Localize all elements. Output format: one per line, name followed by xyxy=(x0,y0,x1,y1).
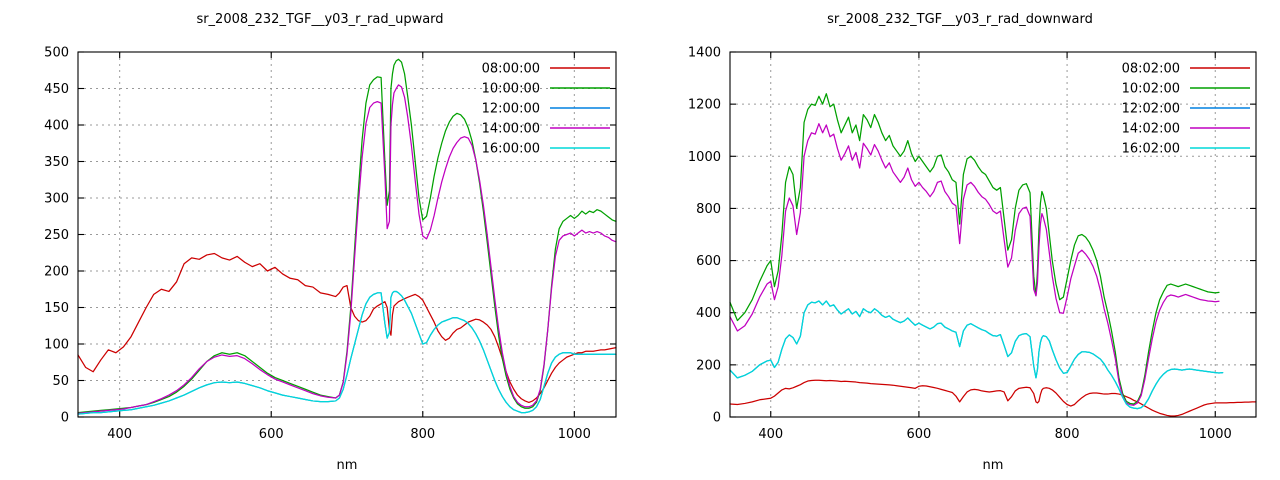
legend-label: 16:00:00 xyxy=(482,142,540,157)
series-line-14-02-00 xyxy=(729,123,1220,406)
y-axis-tick-label: 0 xyxy=(713,411,721,426)
x-axis-tick-label: 800 xyxy=(1055,427,1080,442)
plot-panel-upward: sr_2008_232_TGF__y03_r_rad_upward 0 50 100… xyxy=(44,12,617,473)
series-line-08-02-00 xyxy=(729,379,1257,417)
legend-label: 14:00:00 xyxy=(482,122,540,137)
y-axis-tick-label: 50 xyxy=(52,374,69,389)
x-axis-label: nm xyxy=(983,458,1004,473)
plot-title-downward: sr_2008_232_TGF__y03_r_rad_downward xyxy=(827,12,1093,27)
y-axis-tick-label: 400 xyxy=(696,306,721,321)
y-axis-tick-label: 500 xyxy=(44,46,69,61)
x-axis-tick-label: 1000 xyxy=(558,427,591,442)
plot-title-upward: sr_2008_232_TGF__y03_r_rad_upward xyxy=(196,12,444,27)
plot-frame xyxy=(729,51,1257,418)
x-axis-tick-label: 400 xyxy=(107,427,132,442)
y-axis-tick-label: 400 xyxy=(44,119,69,134)
y-axis-tick-label: 1200 xyxy=(688,98,721,113)
x-axis-tick-label: 800 xyxy=(410,427,435,442)
series-line-10-02-00 xyxy=(729,93,1220,405)
plot-panel-downward: sr_2008_232_TGF__y03_r_rad_downward 0 200… xyxy=(640,0,1280,480)
series-line-16-00-00 xyxy=(77,290,617,415)
y-axis-tick-label: 800 xyxy=(696,202,721,217)
legend-label: 08:02:00 xyxy=(1122,62,1180,77)
legend-label: 10:00:00 xyxy=(482,82,540,97)
plot-canvas-upward: 0 50 100 150 200 250 300 350 400 450 500 400 600 800 1… xyxy=(44,46,617,473)
y-axis-tick-label: 150 xyxy=(44,301,69,316)
y-axis-tick-label: 100 xyxy=(44,338,69,353)
x-axis-tick-label: 400 xyxy=(758,427,783,442)
y-axis-tick-label: 1400 xyxy=(688,46,721,61)
plot-canvas-downward: 0 200 400 600 800 1000 1200 1400 400 600 800 1000 nm… xyxy=(688,46,1257,473)
legend-label: 16:02:00 xyxy=(1122,142,1180,157)
legend-label: 12:02:00 xyxy=(1122,102,1180,117)
y-axis-tick-label: 600 xyxy=(696,254,721,269)
plot-frame xyxy=(77,51,617,418)
series-line-14-00-00 xyxy=(77,84,617,414)
legend-label: 10:02:00 xyxy=(1122,82,1180,97)
legend-label: 14:02:00 xyxy=(1122,122,1180,137)
x-axis-tick-label: 1000 xyxy=(1199,427,1232,442)
y-axis-tick-label: 350 xyxy=(44,155,69,170)
y-axis-tick-label: 1000 xyxy=(688,150,721,165)
x-axis-tick-label: 600 xyxy=(259,427,284,442)
y-axis-tick-label: 200 xyxy=(696,358,721,373)
x-axis-tick-label: 600 xyxy=(907,427,932,442)
series-line-08-00-00 xyxy=(77,252,617,404)
y-axis-tick-label: 0 xyxy=(61,411,69,426)
y-axis-tick-label: 450 xyxy=(44,82,69,97)
legend-label: 12:00:00 xyxy=(482,102,540,117)
y-axis-tick-label: 300 xyxy=(44,192,69,207)
series-line-16-02-00 xyxy=(729,300,1224,410)
y-axis-tick-label: 200 xyxy=(44,265,69,280)
x-axis-label: nm xyxy=(337,458,358,473)
y-axis-tick-label: 250 xyxy=(44,228,69,243)
legend-label: 08:00:00 xyxy=(482,62,540,77)
